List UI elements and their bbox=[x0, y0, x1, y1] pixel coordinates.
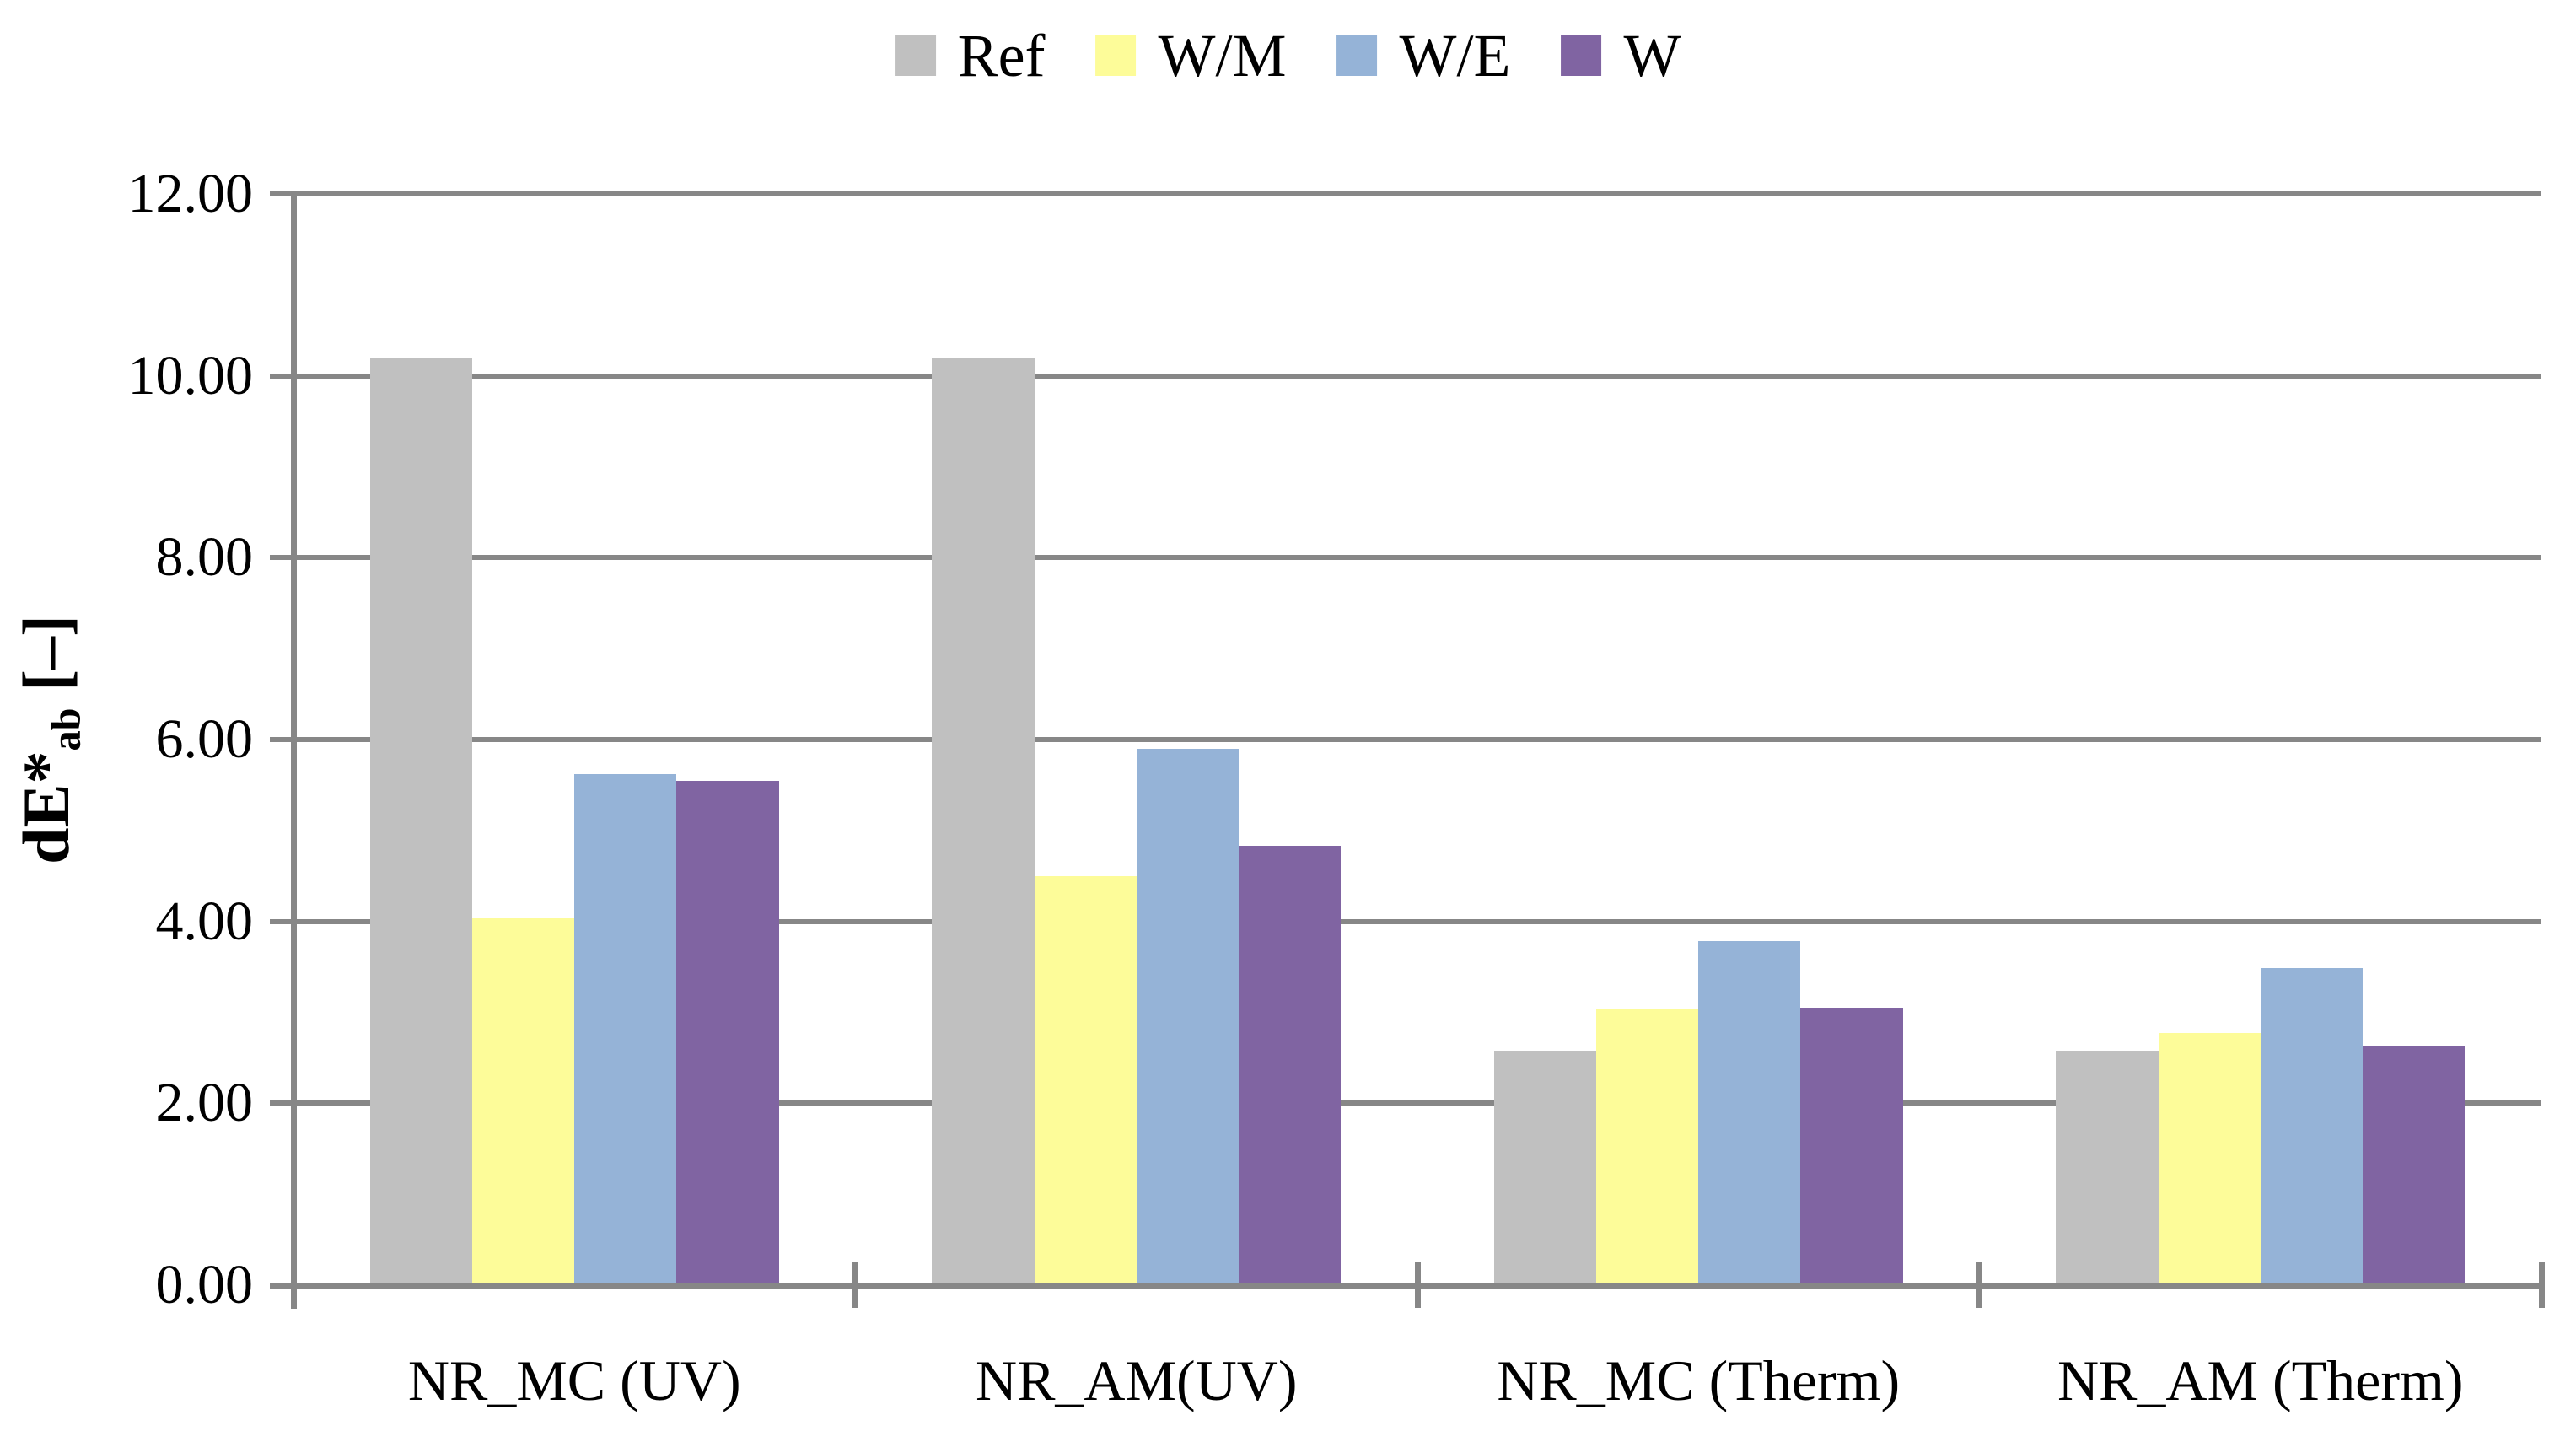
legend-label: W bbox=[1623, 22, 1681, 89]
legend-item-we: W/E bbox=[1336, 22, 1511, 89]
legend-label: Ref bbox=[957, 22, 1046, 89]
x-axis-tick bbox=[1976, 1262, 1982, 1308]
gridline bbox=[270, 373, 2541, 379]
legend-swatch-icon bbox=[1561, 35, 1602, 76]
x-axis-tick bbox=[2538, 1262, 2545, 1308]
plot-area bbox=[270, 191, 2545, 1309]
bar-wm-cat3 bbox=[2158, 1033, 2261, 1285]
legend-label: W/E bbox=[1399, 22, 1511, 89]
gridline bbox=[270, 918, 2541, 924]
legend-swatch-icon bbox=[1095, 35, 1137, 76]
bar-wm-cat2 bbox=[1596, 1009, 1699, 1285]
x-category-label: NR_MC (Therm) bbox=[1497, 1348, 1901, 1412]
bar-ref-cat1 bbox=[932, 358, 1035, 1285]
x-axis-line bbox=[270, 1283, 2545, 1289]
y-tick-label: 12.00 bbox=[127, 163, 254, 224]
legend-item-wm: W/M bbox=[1095, 22, 1287, 89]
gridline bbox=[270, 737, 2541, 742]
y-tick-label: 2.00 bbox=[155, 1072, 254, 1134]
y-tick-label: 10.00 bbox=[127, 344, 254, 406]
x-category-label: NR_MC (UV) bbox=[407, 1348, 741, 1412]
bar-ref-cat0 bbox=[369, 358, 473, 1285]
chart-legend: Ref W/M W/E W bbox=[895, 20, 1681, 91]
legend-label: W/M bbox=[1158, 22, 1287, 89]
legend-item-ref: Ref bbox=[895, 25, 1046, 86]
bar-ref-cat3 bbox=[2056, 1050, 2159, 1285]
y-tick-label: 8.00 bbox=[155, 526, 254, 589]
gridline bbox=[270, 191, 2541, 196]
y-axis-title-prefix: dE* bbox=[9, 751, 83, 864]
x-category-label: NR_AM (Therm) bbox=[2057, 1348, 2464, 1412]
bar-we-cat1 bbox=[1136, 748, 1239, 1285]
x-axis-tick bbox=[1414, 1262, 1421, 1308]
bar-we-cat3 bbox=[2260, 967, 2363, 1285]
bar-w-cat0 bbox=[676, 780, 779, 1285]
gridline bbox=[270, 555, 2541, 561]
y-axis-line bbox=[291, 194, 297, 1309]
y-tick-label: 4.00 bbox=[155, 890, 254, 952]
x-axis-tick bbox=[852, 1262, 858, 1308]
bar-wm-cat1 bbox=[1034, 875, 1137, 1285]
bar-we-cat0 bbox=[574, 774, 677, 1285]
x-axis-tick bbox=[290, 1262, 297, 1308]
x-category-label: NR_AM(UV) bbox=[975, 1348, 1298, 1412]
gridline bbox=[270, 1100, 2541, 1106]
bar-w-cat1 bbox=[1238, 846, 1342, 1285]
legend-swatch-icon bbox=[895, 35, 936, 76]
bar-w-cat2 bbox=[1800, 1008, 1903, 1285]
bar-wm-cat0 bbox=[472, 918, 575, 1285]
y-tick-label: 6.00 bbox=[155, 708, 254, 770]
y-axis-title-unit: [–] bbox=[9, 615, 83, 708]
bar-w-cat3 bbox=[2362, 1046, 2466, 1285]
bar-ref-cat2 bbox=[1493, 1050, 1597, 1285]
legend-swatch-icon bbox=[1336, 35, 1378, 76]
bar-we-cat2 bbox=[1698, 941, 1801, 1285]
y-tick-label: 0.00 bbox=[155, 1254, 254, 1316]
legend-item-w: W bbox=[1561, 25, 1681, 86]
